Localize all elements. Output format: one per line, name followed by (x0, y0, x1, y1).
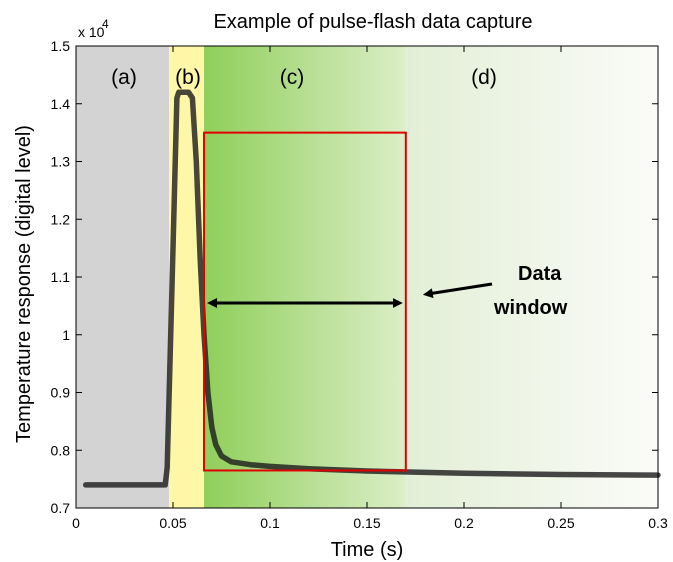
y-tick-label: 1 (62, 327, 70, 343)
x-tick-label: 0.1 (260, 515, 280, 531)
x-tick-label: 0.3 (648, 515, 668, 531)
region-labels: (a) (b) (c) (d) (111, 66, 497, 89)
y-tick-label: 1.5 (51, 38, 71, 54)
region-label-a: (a) (111, 66, 137, 89)
y-tick-label: 0.7 (51, 500, 71, 516)
annotation-data: Data (518, 263, 562, 285)
axes: 0 0.05 0.1 0.15 0.2 0.25 0.3 0.7 0.8 0.9 1 1.1 1.2 1.… (51, 38, 668, 531)
y-tick-label: 1.4 (51, 96, 71, 112)
chart-title: Example of pulse-flash data capture (213, 11, 532, 33)
x-tick-label: 0.2 (454, 515, 474, 531)
y-tick-label: 1.1 (51, 269, 71, 285)
x-tick-label: 0 (72, 515, 80, 531)
annotation-window: window (493, 297, 568, 319)
data-window (203, 131, 493, 472)
annotation-arrow (422, 282, 493, 299)
region-c (204, 46, 406, 508)
y-multiplier: x 10 (78, 24, 105, 40)
region-label-b: (b) (175, 66, 201, 89)
y-tick-label: 0.8 (51, 442, 71, 458)
y-multiplier-exponent: 4 (102, 17, 109, 31)
y-tick-label: 1.3 (51, 154, 71, 170)
region-d (405, 46, 658, 508)
y-axis-label: Temperature response (digital level) (13, 125, 35, 443)
y-tick-label: 1.2 (51, 211, 71, 227)
data-window-box (203, 131, 407, 472)
region-a (76, 46, 170, 508)
x-tick-label: 0.25 (547, 515, 574, 531)
region-label-c: (c) (280, 66, 305, 89)
x-tick-label: 0.15 (353, 515, 380, 531)
x-axis-label: Time (s) (331, 539, 404, 561)
region-label-d: (d) (471, 66, 497, 89)
x-tick-label: 0.05 (159, 515, 186, 531)
y-tick-label: 0.9 (51, 385, 71, 401)
shaded-regions (76, 46, 658, 508)
